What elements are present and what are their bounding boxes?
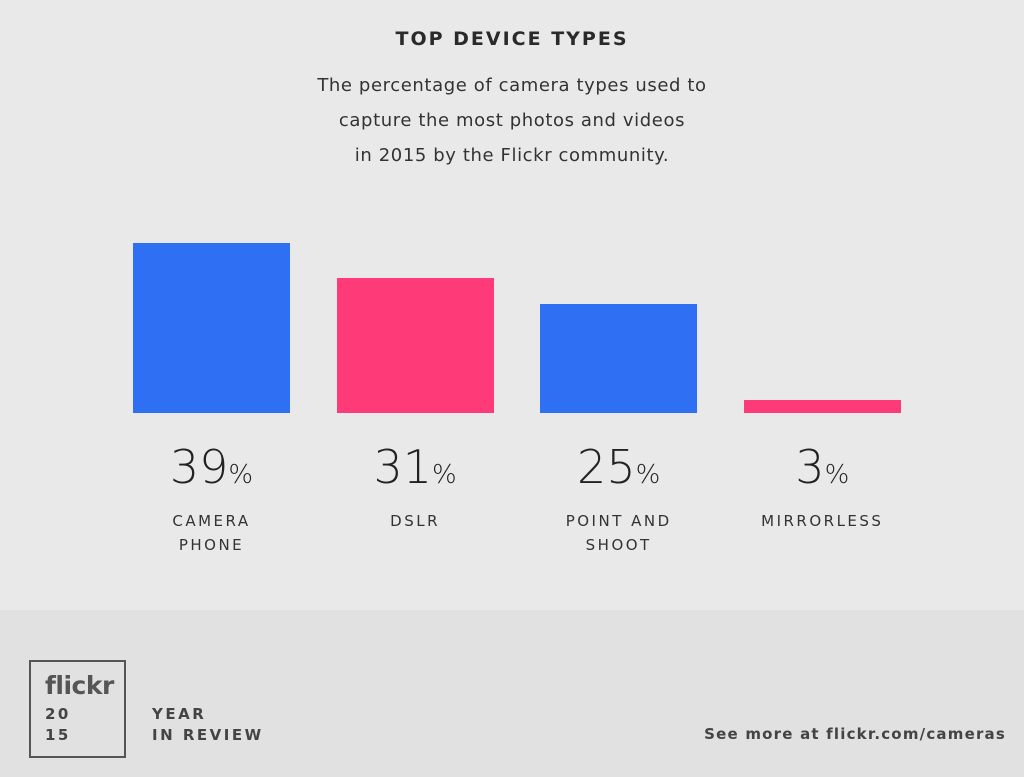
year-top: 20 bbox=[45, 705, 71, 723]
value-label: 3% bbox=[795, 440, 850, 494]
tag-line: YEAR bbox=[152, 705, 207, 723]
category-label: DSLR bbox=[390, 512, 441, 530]
chart-title: TOP DEVICE TYPES bbox=[395, 28, 629, 50]
footer bbox=[0, 610, 1024, 777]
bar bbox=[336, 277, 494, 413]
subtitle: in 2015 by the Flickr community. bbox=[354, 145, 670, 166]
link[interactable]: See more at flickr.com/cameras bbox=[704, 725, 1006, 743]
logo-box bbox=[29, 660, 126, 758]
bar bbox=[743, 399, 901, 413]
bar bbox=[540, 304, 698, 413]
tag-line: IN REVIEW bbox=[152, 726, 264, 744]
category-label: MIRRORLESS bbox=[761, 512, 884, 530]
category-label: POINT AND SHOOT bbox=[565, 512, 672, 554]
value-label: 39% bbox=[169, 440, 254, 494]
subtitle: capture the most photos and videos bbox=[338, 110, 686, 131]
value-label: 25% bbox=[577, 440, 661, 494]
logo: flickr bbox=[45, 671, 114, 700]
subtitle: The percentage of camera types used to bbox=[317, 75, 707, 96]
year-bottom: 15 bbox=[45, 726, 71, 744]
bar bbox=[133, 242, 290, 413]
value-label: 31% bbox=[373, 440, 457, 494]
category-label: CAMERA PHONE bbox=[172, 512, 251, 554]
